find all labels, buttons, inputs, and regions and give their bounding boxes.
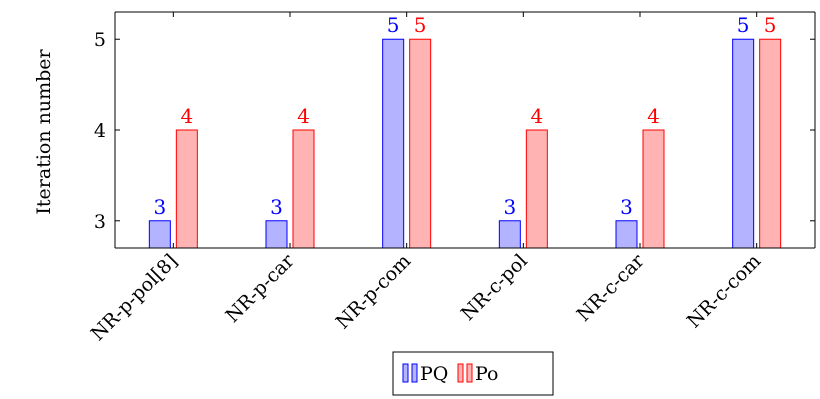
legend-swatch-b-pq xyxy=(411,363,418,383)
legend-symbol-po xyxy=(457,363,473,383)
data-label-po-0: 4 xyxy=(180,104,193,128)
data-label-po-2: 5 xyxy=(414,13,427,37)
bar-po-5 xyxy=(759,38,782,249)
bar-po-0 xyxy=(175,129,198,249)
data-label-pq-1: 3 xyxy=(270,195,283,219)
bar-po-3 xyxy=(525,129,548,249)
y-axis-label: Iteration number xyxy=(33,48,55,214)
data-label-pq-5: 5 xyxy=(737,13,750,37)
bar-po-1 xyxy=(292,129,315,249)
x-tick-label-0: NR-p-pol[8] xyxy=(87,250,182,345)
legend-swatch-a-po xyxy=(457,363,464,383)
x-tick-label-1: NR-p-car xyxy=(221,249,299,327)
data-label-po-1: 4 xyxy=(297,104,310,128)
x-tick-label-2: NR-p-com xyxy=(332,250,415,333)
bar-po-4 xyxy=(642,129,665,249)
y-tick-label-4: 4 xyxy=(94,120,106,142)
bar-po-2 xyxy=(409,38,432,249)
bar-pq-0 xyxy=(148,220,171,249)
bar-pq-2 xyxy=(382,38,405,249)
bars-group xyxy=(148,38,782,249)
data-label-pq-4: 3 xyxy=(620,195,633,219)
axes-group xyxy=(114,11,816,249)
data-label-po-4: 4 xyxy=(647,104,660,128)
x-tick-label-3: NR-c-pol xyxy=(457,250,532,325)
bar-pq-1 xyxy=(265,220,288,249)
legend-swatch-b-po xyxy=(466,363,473,383)
data-label-po-5: 5 xyxy=(764,13,777,37)
legend-box xyxy=(392,351,554,396)
bar-pq-5 xyxy=(732,38,755,249)
legend: PQ Po xyxy=(392,351,554,396)
y-tick-label-5: 5 xyxy=(94,29,106,51)
legend-swatch-a-pq xyxy=(402,363,409,383)
bar-pq-4 xyxy=(615,220,638,249)
legend-label-pq: PQ xyxy=(420,363,448,385)
data-label-po-3: 4 xyxy=(530,104,543,128)
data-label-pq-0: 3 xyxy=(153,195,166,219)
legend-label-po: Po xyxy=(475,363,498,385)
data-label-pq-3: 3 xyxy=(503,195,516,219)
x-tick-label-5: NR-c-com xyxy=(683,250,765,332)
legend-symbol-pq xyxy=(402,363,418,383)
y-tick-label-3: 3 xyxy=(94,211,106,233)
x-tick-label-4: NR-c-car xyxy=(573,249,650,326)
data-label-pq-2: 5 xyxy=(387,13,400,37)
bar-pq-3 xyxy=(498,220,521,249)
